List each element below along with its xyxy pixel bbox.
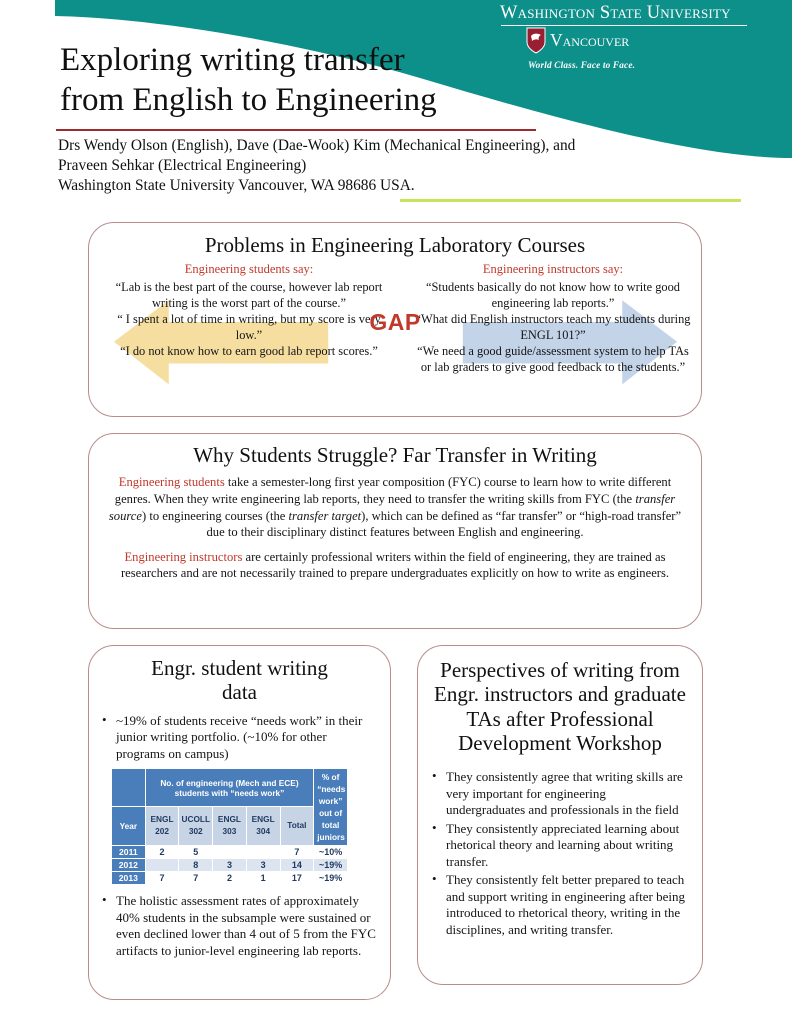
row-2011-total: 7 [279,845,315,860]
gap-label: GAP [369,309,421,335]
table-row: 2011 2 5 7 ~10% [111,845,348,860]
data-bullet-list-top: ~19% of students receive “needs work” in… [99,712,378,763]
authors-line-2: Praveen Sehkar (Electrical Engineering) [58,157,307,175]
row-2011-engl303 [212,845,247,860]
row-2013-engl202: 7 [144,871,180,886]
panel-engr-student-writing-data: Engr. student writing data ~19% of stude… [88,645,391,1000]
row-2012-engl303: 3 [212,858,247,873]
table-header-row-1: No. of engineering (Mech and ECE) studen… [111,768,348,847]
list-item: They consistently agree that writing ski… [428,768,688,819]
page-title: Exploring writing transfer from English … [60,40,720,121]
quote-columns: Engineering students say: “Lab is the be… [89,261,701,375]
poster-header: Washington State University Vancouver Wo… [0,0,792,205]
why-p1-ital-1: transfer source [108,491,676,523]
table-row: 2012 8 3 3 14 ~19% [111,858,348,873]
panel-problems-title: Problems in Engineering Laboratory Cours… [204,233,586,257]
row-2013-engl303: 2 [212,871,247,886]
instructors-quote-column: Engineering instructors say: “Students b… [401,261,701,375]
logo-divider-rule [501,24,747,26]
row-2012-pct: ~19% [313,858,348,873]
row-2013-pct: ~19% [313,871,348,886]
panel-why-students-struggle: Why Students Struggle? Far Transfer in W… [88,433,702,629]
row-2011-ucoll302: 5 [178,845,214,860]
table-group-header: No. of engineering (Mech and ECE) studen… [144,768,315,807]
table-col-engl303: ENGL 303 [212,805,247,847]
logo-campus-name: Vancouver [550,29,630,50]
title-line-2: from English to Engineering [60,82,437,119]
table-row: 2013 7 7 2 1 17 ~19% [111,871,348,886]
list-item: ~19% of students receive “needs work” in… [99,712,378,763]
affiliation-line: Washington State University Vancouver, W… [58,177,415,195]
panel-why-title: Why Students Struggle? Far Transfer in W… [193,443,597,467]
instructors-heading: Engineering instructors say: [482,262,624,277]
list-item: The holistic assessment rates of approxi… [99,892,378,959]
panel-why-body: Engineering students take a semester-lon… [89,472,701,582]
instructors-quote-2: “What did English instructors teach my s… [415,311,691,342]
instructors-quote-1: “Students basically do not know how to w… [426,279,680,310]
why-lead-instructors: Engineering instructors [124,549,243,564]
author-block: Drs Wendy Olson (English), Dave (Dae-Woo… [58,136,758,196]
instructors-quote-3: “We need a good guide/assessment system … [417,344,689,375]
row-2012-ucoll302: 8 [178,858,214,873]
why-p1-ital-2: transfer target [288,508,362,523]
title-underline-rule [56,129,536,132]
table-col-ucoll302: UCOLL 302 [178,805,214,847]
panel-problems-in-engineering-laboratory-courses: Problems in Engineering Laboratory Cours… [88,222,702,417]
panel-perspectives-title-line-2: Engr. instructors and graduate [434,682,686,707]
data-bullet-list-bottom: The holistic assessment rates of approxi… [99,892,378,959]
list-item: They consistently felt better prepared t… [428,871,688,938]
row-2012-engl304: 3 [245,858,281,873]
why-p1-c: ), which can be defined as “far transfer… [206,508,682,540]
row-2011-engl202: 2 [144,845,180,860]
panel-perspectives-title-line-1: Perspectives of writing from [440,658,680,682]
authors-line-1: Drs Wendy Olson (English), Dave (Dae-Woo… [58,137,576,154]
wsu-cougar-shield-icon [526,27,546,54]
perspectives-bullet-list: They consistently agree that writing ski… [428,768,688,938]
students-heading: Engineering students say: [184,262,314,277]
panel-perspectives-of-writing: Perspectives of writing from Engr. instr… [417,645,703,985]
row-2012-year: 2012 [111,858,146,873]
students-quote-3: “I do not know how to earn good lab repo… [120,344,378,359]
why-paragraph-2: Engineering instructors are certainly pr… [103,549,687,582]
row-2013-ucoll302: 7 [178,871,214,886]
table-corner-blank [111,768,146,807]
header-teal-swoosh [55,0,792,158]
row-2013-engl304: 1 [245,871,281,886]
why-p1-b: ) to engineering courses (the [141,508,289,523]
affiliation-underline-rule [400,199,741,202]
table-year-header: Year [111,805,146,847]
writing-data-table: No. of engineering (Mech and ECE) studen… [111,768,348,886]
wsu-vancouver-logo: Washington State University Vancouver Wo… [500,3,768,70]
panel-data-title-line-2: data [222,680,257,705]
why-lead-students: Engineering students [118,475,225,490]
row-2013-year: 2013 [111,871,146,886]
table-col-engl202: ENGL 202 [144,805,180,847]
panel-data-title-line-1: Engr. student writing [151,656,328,680]
panel-perspectives-title-line-4: Development Workshop [458,731,662,756]
students-quote-column: Engineering students say: “Lab is the be… [89,261,401,375]
students-quote-2: “ I spent a lot of time in writing, but … [117,311,381,342]
panel-perspectives-title-line-3: TAs after Professional [466,706,654,731]
why-p2-a: are certainly professional writers withi… [120,549,670,581]
logo-tagline: World Class. Face to Face. [528,59,636,70]
panel-perspectives-title: Perspectives of writing from Engr. instr… [418,658,702,755]
students-quote-1: “Lab is the best part of the course, how… [115,279,383,310]
list-item: They consistently appreciated learning a… [428,820,688,871]
table-pct-header: % of “needs work” out of total juniors [313,768,348,847]
title-line-1: Exploring writing transfer [60,42,405,78]
why-paragraph-1: Engineering students take a semester-lon… [103,474,687,540]
why-p1-a: take a semester-long first year composit… [114,475,672,506]
row-2012-total: 14 [279,858,315,873]
row-2013-total: 17 [279,871,315,886]
panel-data-title: Engr. student writing data [89,656,390,705]
table-col-engl304: ENGL 304 [245,805,281,847]
table-header-row-3: Year ENGL 202 UCOLL 302 ENGL 303 ENGL 304 To… [111,805,348,847]
row-2011-pct: ~10% [313,845,348,860]
logo-university-name: Washington State University [500,3,731,23]
row-2011-engl304 [245,845,281,860]
row-2012-engl202 [144,858,180,873]
row-2011-year: 2011 [111,845,146,860]
table-col-total: Total [279,805,315,847]
